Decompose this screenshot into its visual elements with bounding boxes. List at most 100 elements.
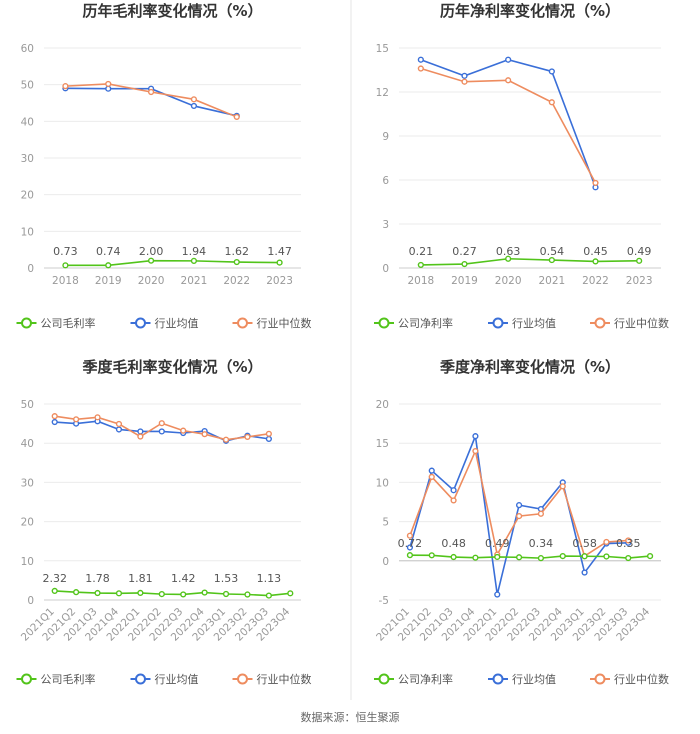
data-point-median: [51, 413, 58, 420]
data-label: 1.81: [128, 572, 153, 585]
data-label: 0.49: [627, 245, 652, 258]
data-point-median: [559, 483, 566, 490]
y-tick-label: 40: [21, 116, 34, 128]
legend-item-median: 行业中位数: [590, 672, 669, 686]
series-line-median: [54, 415, 269, 441]
x-tick-label: 2020: [138, 275, 165, 287]
data-point-company: [581, 553, 588, 560]
x-tick-label: 2019: [95, 275, 122, 287]
y-tick-label: 30: [21, 477, 34, 489]
data-label: 0.63: [496, 245, 521, 258]
data-label: 1.42: [171, 572, 196, 585]
y-tick-label: 50: [21, 80, 34, 92]
data-point-median: [147, 88, 155, 96]
y-tick-label: 20: [21, 517, 34, 529]
data-point-company: [548, 256, 555, 264]
legend-label: 行业均值: [155, 673, 199, 686]
legend-label: 行业均值: [512, 317, 556, 330]
legend-marker-circle: [594, 673, 606, 685]
legend-item-median: 行业中位数: [590, 316, 669, 330]
series-line-median: [420, 67, 597, 184]
data-label: 1.62: [225, 245, 250, 258]
data-point-median: [592, 179, 599, 187]
legend-item-avg: 行业均值: [488, 673, 556, 686]
data-point-company: [472, 554, 479, 561]
data-point-median: [461, 78, 468, 85]
data-point-median: [505, 77, 512, 84]
legend-item-company: 公司净利率: [374, 672, 453, 686]
data-point-company: [201, 589, 208, 596]
series-company: [406, 552, 654, 562]
legend-marker-circle: [492, 317, 504, 329]
data-point-company: [265, 592, 272, 599]
legend-marker-circle: [21, 317, 32, 329]
legend-item-company: 公司毛利率: [16, 316, 96, 330]
data-point-median: [73, 416, 80, 423]
data-point-avg: [472, 433, 479, 440]
data-point-company: [417, 261, 424, 269]
series-median: [62, 80, 240, 121]
data-point-median: [406, 532, 414, 539]
data-label: 0.54: [540, 245, 565, 258]
legend: 公司毛利率 行业均值 行业中位数: [16, 316, 312, 330]
x-tick-label: 2022: [582, 275, 609, 287]
data-point-company: [537, 555, 545, 562]
data-point-median: [180, 427, 187, 434]
legend: 公司毛利率 行业均值 行业中位数: [16, 672, 312, 686]
legend-label: 行业中位数: [257, 672, 312, 686]
legend-marker-circle: [21, 673, 32, 685]
data-point-company: [115, 590, 123, 597]
x-tick-label: 2021: [181, 275, 208, 287]
data-point-median: [62, 83, 69, 90]
series-company: [62, 257, 283, 269]
data-point-company: [94, 589, 101, 597]
y-tick-label: 6: [382, 175, 389, 187]
data-label: 0.58: [572, 537, 597, 550]
legend-marker-circle: [594, 317, 606, 329]
data-point-avg: [265, 435, 272, 442]
legend-item-avg: 行业均值: [488, 317, 556, 330]
data-point-median: [190, 96, 198, 103]
series-company: [417, 255, 643, 269]
y-tick-label: 0: [27, 595, 34, 607]
data-label: 0.49: [485, 537, 510, 550]
data-point-avg: [450, 487, 457, 494]
series-median: [417, 65, 599, 187]
chart-panel-1: 历年毛利率变化情况（%） 0 10 20 30 40 50 60 2018 2019 2020 202…: [16, 2, 312, 330]
x-tick-label: 2022: [223, 275, 250, 287]
series-median: [51, 413, 272, 443]
legend-item-company: 公司毛利率: [16, 672, 96, 686]
data-point-company: [450, 553, 457, 561]
data-point-avg: [581, 569, 588, 576]
data-point-company: [137, 589, 144, 597]
data-point-median: [603, 538, 610, 546]
data-point-company: [515, 554, 523, 561]
data-point-company: [105, 262, 112, 269]
legend-label: 公司毛利率: [41, 672, 96, 686]
legend-item-median: 行业中位数: [232, 316, 312, 330]
legend-marker-circle: [237, 673, 248, 685]
y-tick-label: 15: [376, 43, 389, 55]
data-point-avg: [428, 467, 435, 474]
y-tick-label: 10: [21, 556, 34, 568]
data-point-avg: [505, 56, 512, 63]
data-label: 1.94: [182, 245, 207, 258]
data-label: 1.78: [85, 572, 110, 585]
data-point-median: [265, 430, 272, 437]
x-tick-label: 2023: [626, 275, 653, 287]
y-tick-label: 40: [21, 438, 34, 450]
data-label: 0.45: [583, 245, 608, 258]
data-point-avg: [494, 591, 501, 598]
data-point-median: [472, 447, 479, 455]
data-point-median: [233, 113, 240, 121]
data-point-company: [461, 260, 468, 268]
x-tick-label: 2019: [451, 275, 478, 287]
data-label: 1.13: [257, 572, 282, 585]
chart-panel-4: 季度净利率变化情况（%）-5051015202021Q12021Q22021Q3…: [374, 358, 669, 686]
y-tick-label: 30: [21, 153, 34, 165]
legend-item-avg: 行业均值: [130, 673, 199, 686]
data-point-avg: [190, 102, 198, 110]
chart-title: 历年毛利率变化情况（%）: [82, 2, 262, 20]
data-point-company: [559, 552, 566, 560]
series-line-company: [420, 257, 640, 266]
